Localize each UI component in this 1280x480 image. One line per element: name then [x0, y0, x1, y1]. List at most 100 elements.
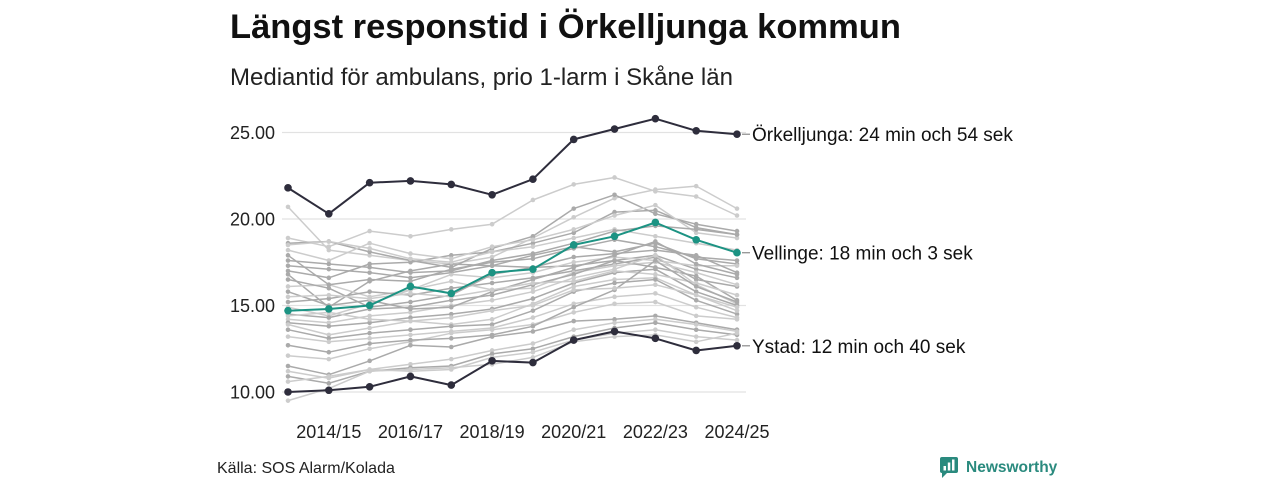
- highlight-data-point: [733, 342, 741, 350]
- background-data-point: [367, 313, 372, 319]
- highlight-data-point: [651, 218, 660, 227]
- x-tick-label: 2016/17: [378, 422, 443, 442]
- background-data-point: [489, 254, 495, 260]
- background-data-point: [489, 322, 495, 327]
- background-series-line: [287, 292, 738, 343]
- background-data-point: [448, 356, 454, 362]
- background-data-point: [367, 289, 372, 294]
- background-data-point: [612, 317, 617, 322]
- background-data-point: [571, 182, 577, 187]
- highlight-data-point: [488, 357, 496, 365]
- background-data-point: [693, 289, 699, 294]
- background-data-point: [530, 303, 536, 308]
- background-data-point: [693, 313, 699, 319]
- background-data-point: [653, 313, 658, 319]
- background-data-point: [612, 263, 617, 269]
- background-series-line: [287, 328, 738, 383]
- background-data-point: [571, 272, 577, 277]
- background-data-point: [489, 351, 495, 357]
- background-data-point: [530, 251, 536, 256]
- background-data-point: [571, 275, 577, 281]
- background-data-point: [612, 334, 617, 339]
- background-data-point: [489, 287, 495, 293]
- background-data-point: [367, 228, 372, 234]
- background-data-point: [653, 277, 658, 282]
- background-data-point: [285, 363, 291, 369]
- background-data-point: [530, 244, 536, 249]
- background-data-point: [326, 282, 332, 288]
- logo-tail: [942, 472, 948, 478]
- background-data-point: [408, 327, 413, 333]
- background-data-point: [571, 235, 577, 241]
- background-data-point: [285, 253, 291, 258]
- background-data-point: [693, 194, 699, 199]
- background-data-point: [734, 235, 740, 241]
- highlight-data-point: [692, 235, 700, 244]
- background-data-point: [693, 230, 699, 236]
- background-data-point: [653, 253, 658, 258]
- bar-chart-icon: [940, 457, 958, 478]
- highlight-data-point: [529, 175, 537, 184]
- background-data-point: [285, 379, 291, 384]
- background-data-point: [285, 313, 291, 319]
- background-data-point: [285, 247, 291, 253]
- background-data-point: [326, 244, 332, 249]
- highlight-data-point: [733, 130, 741, 139]
- background-data-point: [571, 310, 577, 315]
- highlight-data-point: [447, 180, 456, 189]
- background-data-point: [408, 318, 413, 324]
- background-data-point: [326, 381, 332, 386]
- background-series-line: [287, 176, 738, 248]
- background-data-point: [367, 336, 372, 341]
- background-data-point: [571, 230, 577, 236]
- background-data-point: [326, 332, 332, 338]
- background-series-line: [287, 301, 738, 360]
- background-data-point: [530, 349, 536, 355]
- background-data-point: [653, 299, 658, 305]
- background-data-point: [285, 327, 291, 333]
- chart-subtitle: Mediantid för ambulans, prio 1-larm i Sk…: [230, 64, 733, 91]
- background-data-point: [612, 294, 617, 300]
- logo-bar: [943, 466, 946, 471]
- highlight-data-point: [692, 126, 700, 135]
- background-data-point: [367, 277, 372, 282]
- highlight-data-point: [610, 232, 619, 241]
- background-data-point: [408, 256, 413, 262]
- background-data-point: [489, 221, 495, 227]
- background-data-point: [326, 239, 332, 244]
- background-data-point: [530, 308, 536, 313]
- background-data-point: [571, 206, 577, 211]
- background-data-point: [734, 304, 740, 310]
- background-data-point: [530, 237, 536, 243]
- highlight-series-line: [287, 117, 738, 215]
- background-data-point: [693, 339, 699, 345]
- background-data-point: [489, 280, 495, 286]
- background-data-point: [326, 339, 332, 345]
- background-data-point: [367, 368, 372, 374]
- y-tick-label: 10.00: [230, 382, 275, 402]
- background-data-point: [530, 341, 536, 346]
- background-series-line: [287, 225, 738, 274]
- x-tick-label: 2022/23: [623, 422, 688, 442]
- background-data-point: [530, 289, 536, 294]
- highlight-data-point: [406, 372, 415, 381]
- background-series-line: [287, 277, 738, 336]
- background-data-point: [693, 273, 699, 279]
- background-data-point: [530, 315, 536, 320]
- background-series-line: [287, 270, 738, 300]
- background-series-line: [287, 239, 738, 286]
- background-data-point: [530, 197, 536, 203]
- series-labels: Örkelljunga: 24 min och 54 sek Vellinge: …: [742, 125, 1013, 358]
- background-data-point: [489, 332, 495, 338]
- background-data-point: [530, 233, 536, 239]
- background-data-point: [571, 287, 577, 293]
- background-data-point: [285, 368, 291, 374]
- background-data-point: [734, 317, 740, 322]
- background-data-point: [408, 291, 413, 296]
- background-series-line: [287, 240, 738, 310]
- highlight-series-line: [287, 330, 738, 393]
- background-data-point: [326, 247, 332, 253]
- background-data-point: [489, 348, 495, 353]
- background-data-point: [326, 292, 332, 298]
